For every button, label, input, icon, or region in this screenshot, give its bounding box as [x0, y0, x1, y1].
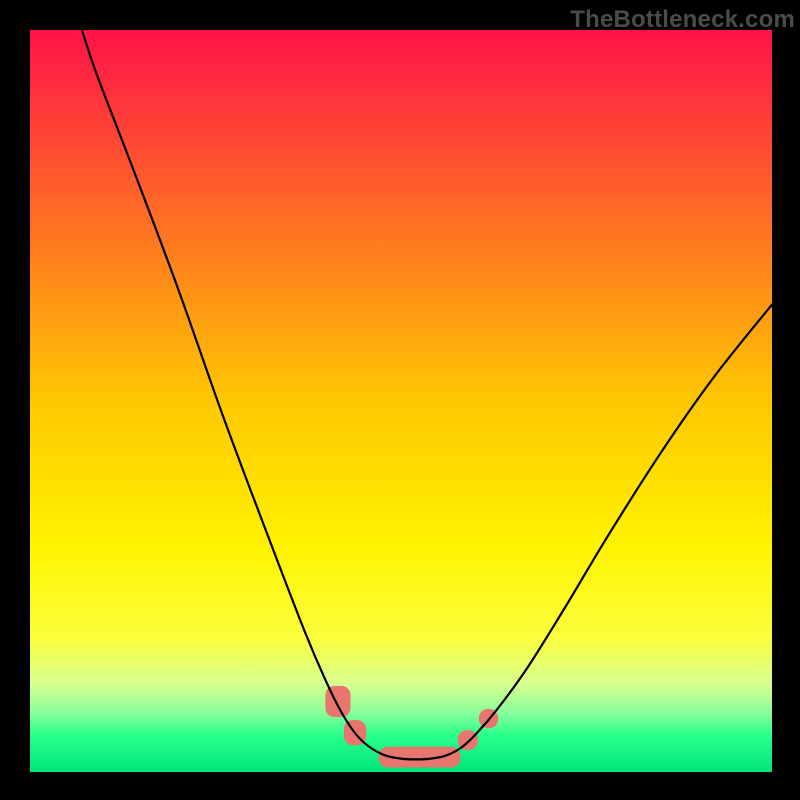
watermark-text: TheBottleneck.com [570, 6, 795, 34]
chart-svg [30, 30, 772, 772]
chart-background [30, 30, 772, 772]
plot-area [30, 30, 772, 772]
marker-0 [325, 686, 350, 717]
canvas-container: TheBottleneck.com [0, 0, 800, 800]
